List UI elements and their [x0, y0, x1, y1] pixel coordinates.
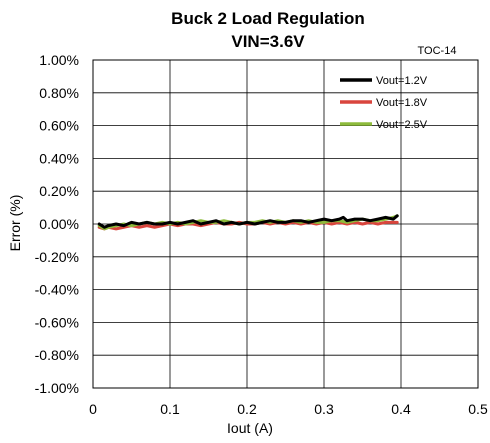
- chart-title: Buck 2 Load Regulation: [171, 9, 365, 28]
- series-line-1: [97, 214, 399, 229]
- figure-tag: TOC-14: [418, 45, 457, 57]
- y-tick-label: -0.60%: [35, 314, 79, 330]
- x-tick-label: 0.1: [160, 401, 180, 417]
- x-tick-label: 0.3: [314, 401, 334, 417]
- y-axis-label: Error (%): [7, 195, 23, 252]
- chart-subtitle: VIN=3.6V: [231, 32, 305, 51]
- y-tick-label: -0.20%: [35, 249, 79, 265]
- y-tick-label: 0.00%: [39, 216, 79, 232]
- y-tick-label: -0.40%: [35, 282, 79, 298]
- x-tick-label: 0: [89, 401, 97, 417]
- y-tick-label: -0.80%: [35, 347, 79, 363]
- legend-label: Vout=1.8V: [376, 97, 428, 109]
- legend-label: Vout=2.5V: [376, 119, 428, 131]
- x-tick-label: 0.5: [468, 401, 488, 417]
- y-axis-ticks: 1.00% 0.80% 0.60% 0.40% 0.20% 0.00% -0.20% -0.4…: [35, 52, 79, 396]
- plot-frame: [92, 59, 479, 389]
- legend: Vout=1.2V Vout=1.8V Vout=2.5V: [340, 75, 428, 131]
- x-axis-ticks: 0 0.1 0.2 0.3 0.4 0.5: [89, 401, 488, 417]
- x-tick-label: 0.4: [391, 401, 411, 417]
- y-tick-label: 0.60%: [39, 118, 79, 134]
- series-line-2: [97, 220, 399, 231]
- x-axis-label: Iout (A): [227, 420, 273, 436]
- y-tick-label: 0.20%: [39, 183, 79, 199]
- y-tick-label: -1.00%: [35, 380, 79, 396]
- y-tick-label: 0.40%: [39, 150, 79, 166]
- legend-label: Vout=1.2V: [376, 75, 428, 87]
- y-tick-label: 1.00%: [39, 52, 79, 68]
- y-tick-label: 0.80%: [39, 85, 79, 101]
- x-tick-label: 0.2: [237, 401, 257, 417]
- series-lines: [97, 214, 399, 231]
